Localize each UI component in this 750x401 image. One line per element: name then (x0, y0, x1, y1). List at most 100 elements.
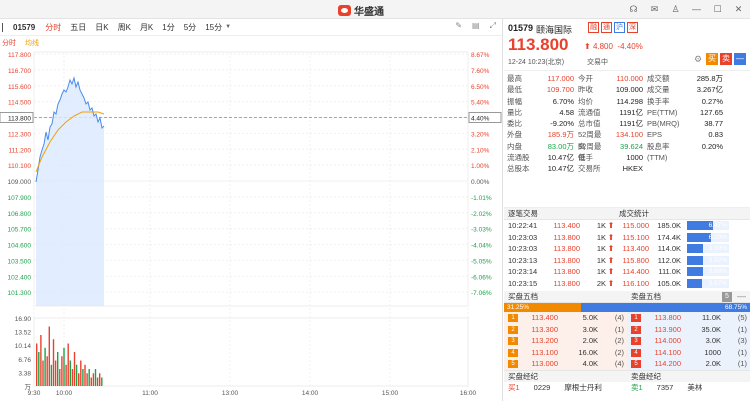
stat-label: 流通值 (578, 107, 601, 117)
stats-title[interactable]: 成交统计 (619, 209, 649, 218)
minimize-icon[interactable]: — (692, 4, 701, 14)
stat-bar-fill (687, 278, 702, 288)
bid-price: 113.100 (531, 347, 558, 357)
stat-price: 113.400 (622, 244, 649, 253)
stat-bar-fill (687, 221, 714, 230)
level-selector[interactable]: 5 (722, 292, 732, 302)
ticks-title[interactable]: 逐笔交易 (508, 209, 538, 218)
ask-count: (3) (737, 336, 747, 345)
tab-5min[interactable]: 5分 (183, 22, 197, 32)
app-brand: 华盛通 (338, 3, 384, 18)
stat-bar-fill (687, 244, 703, 253)
close-icon[interactable]: ✕ (734, 4, 743, 14)
pen-icon[interactable]: ✎ (455, 21, 463, 30)
tick-qty: 2K (596, 278, 606, 288)
ask-level[interactable]: 5 114.200 2.0K (1) (627, 358, 750, 370)
bid-volume: 2.0K (582, 336, 598, 345)
stat-price: 115.000 (622, 221, 649, 230)
tick-qty: 1K (596, 244, 606, 253)
chevron-down-icon[interactable]: ▼ (225, 24, 232, 30)
bid-level[interactable]: 5 113.000 4.0K (4) (504, 358, 627, 370)
stat-pct: 6.10% (708, 233, 727, 241)
stat-bar: 6.10% (687, 232, 729, 242)
table-row: 1 113.400 5.0K (4) 1 113.800 11.0K (5) (504, 312, 750, 324)
minus-icon[interactable]: — (737, 291, 746, 301)
volume-bar (44, 347, 46, 386)
y-pct-label: -4.04% (471, 243, 492, 250)
y-tick-label: 109.000 (8, 179, 32, 186)
stat-value (687, 152, 723, 163)
stat-label (647, 163, 687, 174)
bid-count: (2) (614, 347, 624, 357)
stat-bar: 3.67% (687, 278, 729, 288)
tick-price: 113.800 (553, 278, 580, 288)
user-icon[interactable]: ♙ (671, 4, 680, 14)
stat-pct: 3.99% (708, 245, 727, 252)
current-pct-box (468, 112, 502, 123)
tab-timeshare[interactable]: 分时 (45, 22, 62, 32)
ask-level[interactable]: 3 114.000 3.0K (3) (627, 335, 750, 347)
ask-broker[interactable]: 卖1 7357 美林 (627, 382, 750, 394)
gear-icon[interactable]: ⚙ (694, 54, 703, 64)
ask-level[interactable]: 4 114.100 1000 (1) (627, 346, 750, 358)
bid-price: 113.300 (531, 324, 558, 334)
headset-icon[interactable]: ☊ (629, 4, 638, 14)
intraday-chart[interactable]: 117.800 8.67% 116.700 7.60% 115.600 6.50% 114.… (0, 36, 503, 401)
bid-price: 113.200 (531, 336, 558, 345)
tab-1min[interactable]: 1分 (162, 22, 175, 32)
bid-level[interactable]: 3 113.200 2.0K (2) (504, 335, 627, 347)
mail-icon[interactable]: ✉ (650, 4, 659, 14)
orderbook-ratio: 31.25% 68.75% (504, 303, 750, 312)
more-button[interactable]: — (734, 53, 746, 65)
buy-button[interactable]: 买 (706, 53, 718, 65)
indicator-average[interactable]: 均线 (25, 40, 39, 47)
list-item: 10:23:13 113.800 1K ⬆ 115.800 112.0K 3.9… (504, 255, 750, 267)
volume-bar (50, 364, 53, 386)
maximize-icon[interactable]: ☐ (713, 4, 722, 14)
ask-price: 114.200 (654, 359, 681, 368)
collapse-icon[interactable] (2, 22, 10, 32)
stat-label: 换手率 (647, 96, 670, 106)
bid-level-num: 2 (508, 325, 518, 334)
tab-monthly-k[interactable]: 月K (139, 22, 154, 32)
price-change: ⬆ 4.800 -4.40% (584, 42, 643, 51)
ask-level[interactable]: 2 113.900 35.0K (1) (627, 323, 750, 335)
bid-level[interactable]: 2 113.300 3.0K (1) (504, 323, 627, 335)
quote-stats: 最高 117.000 今开 110.000 成交额 285.8万 最低 109.700 昨收 10… (504, 71, 750, 208)
stock-code: 01579 (13, 22, 36, 32)
ask-level[interactable]: 1 113.800 11.0K (5) (627, 312, 750, 324)
stat-value: 110.000 (616, 74, 643, 83)
stat-pct: 3.67% (708, 279, 727, 287)
bid-level[interactable]: 4 113.100 16.0K (2) (504, 346, 627, 358)
sell-button[interactable]: 卖 (720, 53, 732, 65)
table-row: 4 113.100 16.0K (2) 4 114.100 1000 (1) (504, 346, 750, 358)
tab-5day[interactable]: 五日 (70, 22, 87, 32)
bid-broker[interactable]: 买1 0229 摩根士丹利 (504, 382, 627, 394)
tick-price: 113.400 (553, 221, 580, 230)
tab-daily-k[interactable]: 日K (95, 22, 109, 32)
x-tick-label: 9:30 (28, 390, 41, 397)
y-tick-label: 106.800 (8, 211, 32, 218)
y-pct-label: -2.02% (471, 211, 492, 218)
bid-level[interactable]: 1 113.400 5.0K (4) (504, 312, 627, 324)
badge-margin: 融 (588, 22, 599, 33)
bid-volume: 5.0K (582, 313, 598, 322)
layout-icon[interactable]: ▤ (472, 21, 480, 30)
tab-weekly-k[interactable]: 周K (117, 22, 131, 32)
list-item: 10:23:15 113.800 2K ⬆ 116.100 105.0K 3.6… (504, 278, 750, 290)
stat-value: 109.700 (546, 85, 574, 95)
quote-badges: 融 通 沪 深 (588, 22, 638, 33)
tab-15min[interactable]: 15分 (205, 22, 223, 32)
tick-price: 113.800 (553, 267, 580, 276)
stat-label: 成交额 (647, 74, 670, 83)
ask-volume: 11.0K (701, 313, 721, 322)
arrow-up-icon: ⬆ (607, 255, 615, 265)
tick-price: 113.800 (553, 255, 580, 265)
indicator-timeshare[interactable]: 分时 (2, 40, 16, 47)
indicator-tabs: 分时 均线 (2, 38, 39, 48)
fullscreen-icon[interactable]: ⤢ (489, 21, 496, 30)
stats-row: 总股本 10.47亿 交易所 HKEX (507, 163, 747, 174)
change-percent: -4.40% (617, 42, 643, 51)
stat-value: 1000 (626, 153, 643, 163)
stat-value: 39.624 (620, 141, 643, 151)
